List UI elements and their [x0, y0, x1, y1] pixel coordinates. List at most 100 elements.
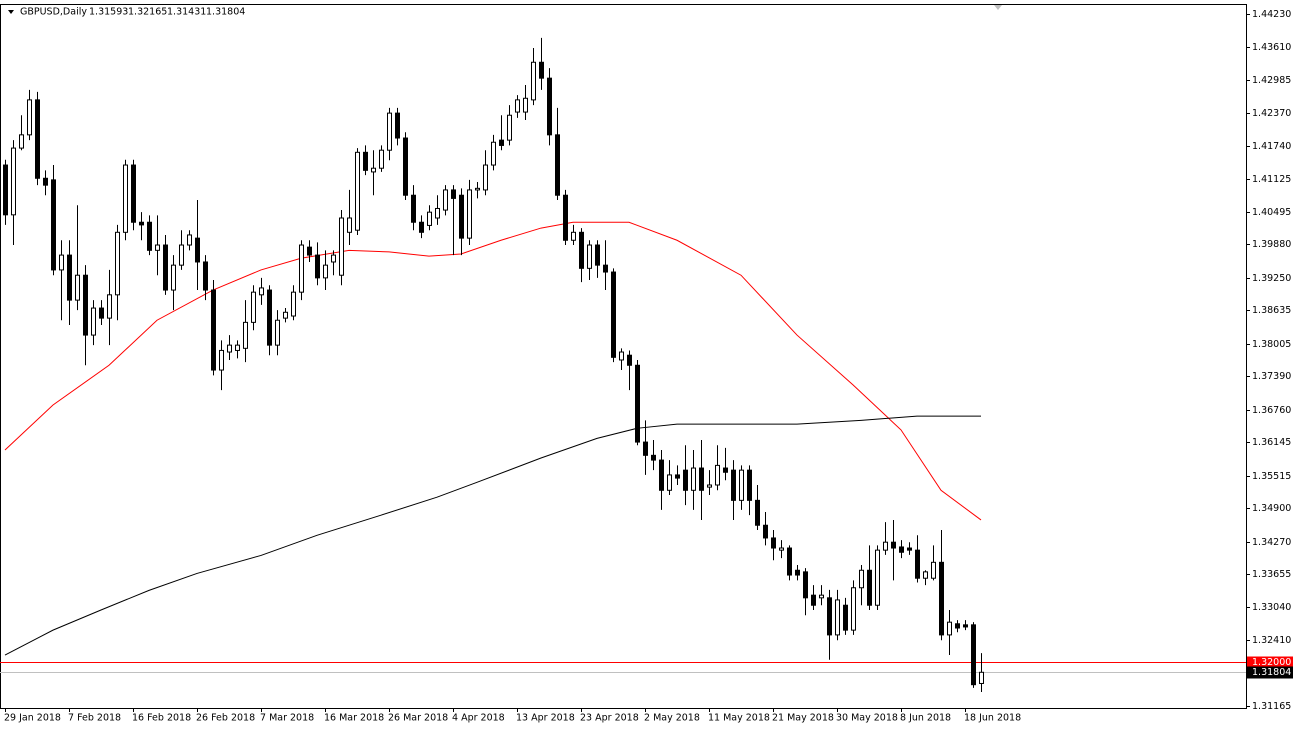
y-tick-label: 1.36145: [1252, 437, 1291, 448]
candle-body-down: [403, 137, 408, 196]
y-tick-label: 1.40495: [1252, 207, 1291, 218]
candle-body-up: [155, 244, 160, 251]
candle-body-up: [571, 231, 576, 241]
candle-body-up: [467, 189, 472, 239]
y-tick-label: 1.31165: [1252, 701, 1291, 712]
candle-body-up: [819, 594, 824, 599]
candle-body-up: [515, 99, 520, 113]
candle-body-down: [43, 177, 48, 186]
candle-body-down: [315, 254, 320, 279]
candle-body-down: [163, 244, 168, 291]
candle-body-up: [851, 587, 856, 631]
candle-body-down: [147, 221, 152, 251]
candle-body-up: [667, 474, 672, 491]
candle-body-down: [843, 604, 848, 631]
candle-body-down: [267, 289, 272, 346]
candle-body-down: [723, 467, 728, 473]
y-tick-label: 1.34900: [1252, 503, 1291, 514]
candle-body-down: [899, 546, 904, 553]
candle-body-down: [139, 221, 144, 226]
candle-body-down: [99, 307, 104, 319]
candle-body-up: [587, 244, 592, 269]
candle-body-up: [875, 549, 880, 606]
candle-body-down: [747, 469, 752, 501]
candle-body-up: [19, 134, 24, 149]
candle-body-down: [307, 246, 312, 256]
candle-body-down: [51, 179, 56, 271]
candle-body-up: [491, 141, 496, 166]
candle-body-down: [555, 134, 560, 196]
y-tick-label: 1.33040: [1252, 602, 1291, 613]
quote-low: 1.31431: [167, 7, 206, 18]
candle-body-up: [947, 621, 952, 636]
candle-body-down: [131, 164, 136, 223]
candle-body-up: [691, 467, 696, 491]
candle-body-up: [931, 561, 936, 579]
menu-arrow[interactable]: [8, 10, 14, 14]
candle-body-down: [867, 569, 872, 606]
candle-body-down: [563, 194, 568, 241]
candle-body-up: [219, 349, 224, 371]
moving-average: [4, 221, 982, 521]
x-tick-label: 23 Apr 2018: [580, 713, 639, 724]
x-tick-label: 30 May 2018: [836, 713, 898, 724]
candle-body-down: [195, 237, 200, 263]
candle-body-down: [451, 189, 456, 199]
candle-body-up: [435, 207, 440, 219]
candle-body-up: [739, 469, 744, 501]
candle-body-down: [67, 254, 72, 301]
y-tick-label: 1.41125: [1252, 174, 1291, 185]
candle-body-up: [275, 319, 280, 346]
candle-body-down: [643, 441, 648, 456]
candle-body-up: [523, 97, 528, 113]
candle-body-down: [675, 474, 680, 479]
candle-body-down: [803, 571, 808, 599]
y-tick-label: 1.42985: [1252, 75, 1291, 86]
candle-body-up: [299, 244, 304, 293]
x-tick-label: 2 May 2018: [644, 713, 700, 724]
candle-body-down: [939, 561, 944, 636]
quote-open: 1.31593: [89, 7, 128, 18]
candle-body-up: [107, 294, 112, 319]
y-tick-label: 1.38005: [1252, 339, 1291, 350]
candle-body-up: [715, 464, 720, 486]
candle-body-up: [243, 321, 248, 349]
candle-body-down: [731, 469, 736, 501]
candle-body-up: [443, 189, 448, 211]
candle-body-up: [779, 547, 784, 551]
candle-body-up: [323, 264, 328, 279]
candle-body-up: [923, 571, 928, 579]
candle-body-up: [75, 274, 80, 301]
candle-body-down: [539, 61, 544, 79]
candle-body-down: [915, 549, 920, 579]
candle-body-up: [979, 671, 984, 684]
candle-body-down: [395, 112, 400, 139]
candle-body-up: [387, 112, 392, 151]
candle-body-down: [3, 164, 8, 216]
candle-body-down: [699, 467, 704, 491]
candle-body-up: [59, 254, 64, 271]
candle-body-down: [211, 289, 216, 371]
candle-body-up: [355, 151, 360, 231]
moving-average: [4, 415, 981, 656]
x-tick-label: 11 May 2018: [708, 713, 770, 724]
candle-body-down: [955, 623, 960, 629]
candle-body-up: [179, 244, 184, 266]
x-tick-label: 7 Mar 2018: [260, 713, 314, 724]
y-tick-label: 1.43610: [1252, 42, 1291, 53]
candle-body-down: [811, 594, 816, 606]
candle-body-down: [459, 194, 464, 239]
candle-body-down: [595, 244, 600, 266]
candle-body-up: [883, 541, 888, 551]
x-tick-label: 18 Jun 2018: [964, 713, 1021, 724]
candle-body-up: [227, 344, 232, 353]
candle-body-up: [291, 291, 296, 317]
x-tick-label: 7 Feb 2018: [68, 713, 121, 724]
candle-body-down: [787, 547, 792, 576]
candle-body-down: [547, 77, 552, 136]
candle-body-down: [611, 271, 616, 358]
candle-body-down: [83, 274, 88, 336]
y-tick-label: 1.39880: [1252, 239, 1291, 250]
price-label: 1.31804: [1252, 667, 1291, 678]
